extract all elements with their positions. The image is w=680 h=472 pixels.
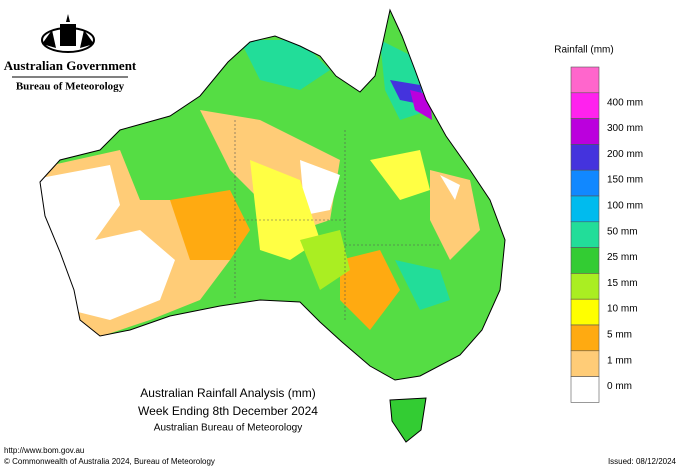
- legend-label: 25 mm: [607, 252, 638, 263]
- map-subtitle: Week Ending 8th December 2024: [138, 404, 318, 418]
- legend-label: 0 mm: [607, 381, 632, 392]
- legend-label: 15 mm: [607, 278, 638, 289]
- legend-swatch: [570, 92, 600, 119]
- legend-label: 50 mm: [607, 226, 638, 237]
- legend-swatch: [570, 195, 600, 223]
- legend-label: 400 mm: [607, 97, 643, 108]
- legend-swatch: [570, 169, 600, 197]
- coastline: [39, 8, 506, 443]
- legend-swatch: [570, 376, 600, 403]
- legend-swatch: [570, 324, 600, 352]
- legend-swatch: [570, 118, 600, 145]
- legend-label: 10 mm: [607, 304, 638, 315]
- legend-swatch: [570, 221, 600, 248]
- legend-title: Rainfall (mm): [554, 45, 613, 56]
- map-credit: Australian Bureau of Meteorology: [154, 423, 302, 434]
- bureau-name: Bureau of Meteorology: [16, 81, 125, 93]
- legend-swatch: [570, 298, 600, 326]
- legend: 400 mm 300 mm 200 mm 150 mm 100 mm 50 mm 25 mm…: [570, 66, 643, 403]
- legend-label: 150 mm: [607, 175, 643, 186]
- government-emblem: [41, 14, 95, 53]
- legend-label: 200 mm: [607, 149, 643, 160]
- legend-label: 100 mm: [607, 201, 643, 212]
- map-title: Australian Rainfall Analysis (mm): [140, 386, 315, 400]
- issued-date: Issued: 08/12/2024: [608, 457, 677, 466]
- legend-label: 300 mm: [607, 123, 643, 134]
- legend-swatch: [570, 273, 600, 300]
- legend-swatch: [570, 350, 600, 377]
- state-borders: [234, 120, 440, 320]
- url[interactable]: http://www.bom.gov.au: [4, 446, 84, 455]
- legend-swatch: [570, 144, 600, 171]
- copyright: © Commonwealth of Australia 2024, Bureau…: [4, 457, 215, 466]
- legend-swatch: [570, 247, 600, 274]
- legend-swatch: [570, 66, 600, 94]
- legend-label: 5 mm: [607, 330, 632, 341]
- legend-label: 1 mm: [607, 355, 632, 366]
- agency-name: Australian Government: [4, 58, 137, 73]
